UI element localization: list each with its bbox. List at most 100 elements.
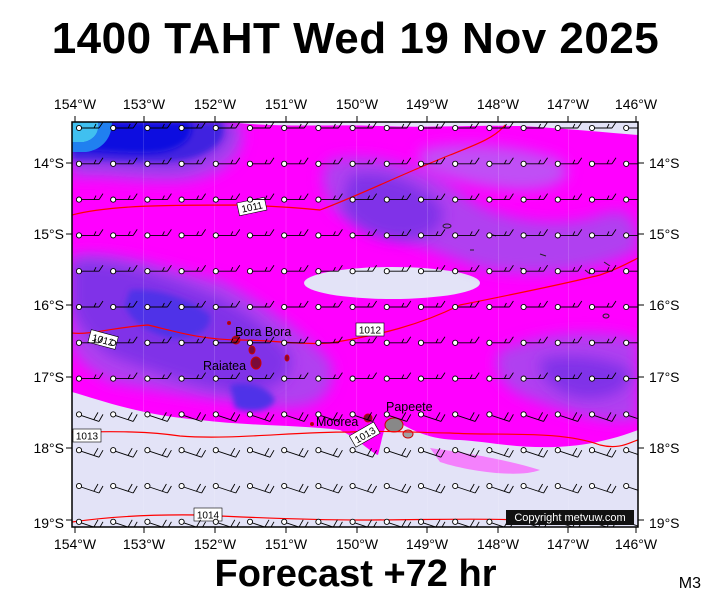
wind-barb: [588, 157, 617, 167]
wind-barb: [452, 482, 480, 494]
wind-barb: [349, 122, 377, 132]
wind-barb: [178, 482, 206, 494]
wind-barb: [349, 482, 377, 494]
wind-barb: [588, 229, 617, 239]
lon-label: 149°W: [406, 96, 449, 112]
wind-barb: [520, 447, 548, 458]
wind-barb: [554, 336, 583, 346]
wind-barb: [417, 518, 446, 527]
isobar-label: 1011: [241, 200, 265, 215]
wind-barb: [349, 157, 377, 167]
wind-barb: [144, 193, 172, 203]
wind-barb: [588, 122, 617, 132]
wind-barb: [75, 411, 104, 422]
wind-barb: [246, 482, 275, 494]
graticule: [143, 122, 569, 527]
wind-barb: [554, 264, 583, 275]
wind-barb: [212, 372, 241, 382]
lon-label: 150°W: [336, 536, 379, 552]
map-title: 1400 TAHT Wed 19 Nov 2025: [51, 14, 660, 63]
wind-barb: [452, 518, 480, 527]
wind-barb: [75, 372, 104, 382]
wind-barb: [588, 300, 617, 311]
place-label-raiatea: Raiatea: [203, 359, 246, 373]
lon-label: 146°W: [615, 536, 658, 552]
wind-barb: [212, 482, 241, 494]
lon-label: 147°W: [547, 96, 590, 112]
isobars: [72, 124, 638, 523]
wind-barb: [452, 229, 480, 239]
wind-barb: [452, 411, 480, 422]
wind-barb: [417, 372, 446, 382]
lat-label: 17°S: [649, 369, 680, 385]
wind-barb: [623, 268, 638, 275]
isobar-label: 1014: [197, 511, 220, 522]
lon-label: 151°W: [265, 536, 308, 552]
wind-barb: [75, 264, 104, 275]
wind-barb: [178, 372, 206, 382]
wind-barb: [75, 122, 104, 132]
wind-barb: [246, 264, 275, 275]
wind-barb: [623, 232, 638, 239]
wind-barb: [315, 518, 343, 527]
wind-barb: [349, 264, 377, 275]
wind-barb: [554, 122, 583, 132]
wind-barb: [212, 193, 241, 203]
wind-barb: [144, 447, 172, 458]
wind-barb: [281, 411, 309, 422]
wind-barb: [246, 157, 275, 167]
lat-label: 14°S: [649, 155, 680, 171]
copyright-text: Copyright metvuw.com: [514, 512, 625, 524]
rain-pocket: [430, 448, 540, 474]
wind-barb: [554, 300, 583, 311]
wind-barb: [315, 447, 343, 458]
wind-barb: [281, 229, 309, 239]
wind-barb: [588, 193, 617, 203]
wind-barb: [623, 375, 638, 382]
cyan-region: [72, 122, 112, 152]
wind-barb: [110, 411, 138, 422]
wind-barb: [417, 157, 446, 167]
lat-labels-right: 14°S 15°S 16°S 17°S 18°S 19°S: [649, 155, 680, 531]
wind-barb: [520, 193, 548, 203]
wind-barb: [315, 372, 343, 382]
wind-barb: [383, 372, 412, 382]
raiatea-island: [250, 354, 290, 370]
isobar-1014: [72, 514, 521, 523]
wind-barb: [246, 336, 275, 346]
lat-label: 17°S: [33, 369, 64, 385]
wind-barb: [246, 447, 275, 458]
wind-barb: [281, 193, 309, 203]
wind-barb: [588, 372, 617, 382]
wind-barb: [144, 372, 172, 382]
wind-barb: [452, 122, 480, 132]
wind-barb: [212, 122, 241, 132]
place-label-papeete: Papeete: [386, 400, 433, 414]
wind-barb: [520, 336, 548, 346]
wind-barb: [588, 447, 617, 458]
wind-barb: [383, 193, 412, 203]
place-label-bora-bora: Bora Bora: [235, 325, 291, 339]
isobar-label: 1012: [359, 326, 382, 337]
wind-barb: [349, 518, 377, 527]
lat-label: 18°S: [33, 440, 64, 456]
wind-barb: [110, 193, 138, 203]
wind-barb: [520, 157, 548, 167]
wind-barb: [110, 372, 138, 382]
wind-barb: [75, 229, 104, 239]
wind-barb: [486, 193, 514, 203]
purple-region: [540, 356, 631, 399]
wind-barb: [315, 122, 343, 132]
wind-barb: [144, 482, 172, 494]
wind-barb: [383, 482, 412, 494]
wind-barb: [623, 411, 638, 420]
wind-barb: [315, 157, 343, 167]
wind-barb: [520, 482, 548, 494]
wind-barb: [623, 303, 638, 311]
wind-barb: [315, 229, 343, 239]
wind-barb: [452, 264, 480, 275]
wind-barb: [178, 264, 206, 275]
wind-barb: [486, 300, 514, 311]
wind-barb: [349, 411, 377, 422]
